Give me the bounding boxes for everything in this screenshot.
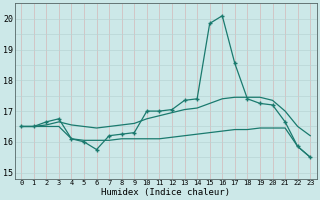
X-axis label: Humidex (Indice chaleur): Humidex (Indice chaleur): [101, 188, 230, 197]
